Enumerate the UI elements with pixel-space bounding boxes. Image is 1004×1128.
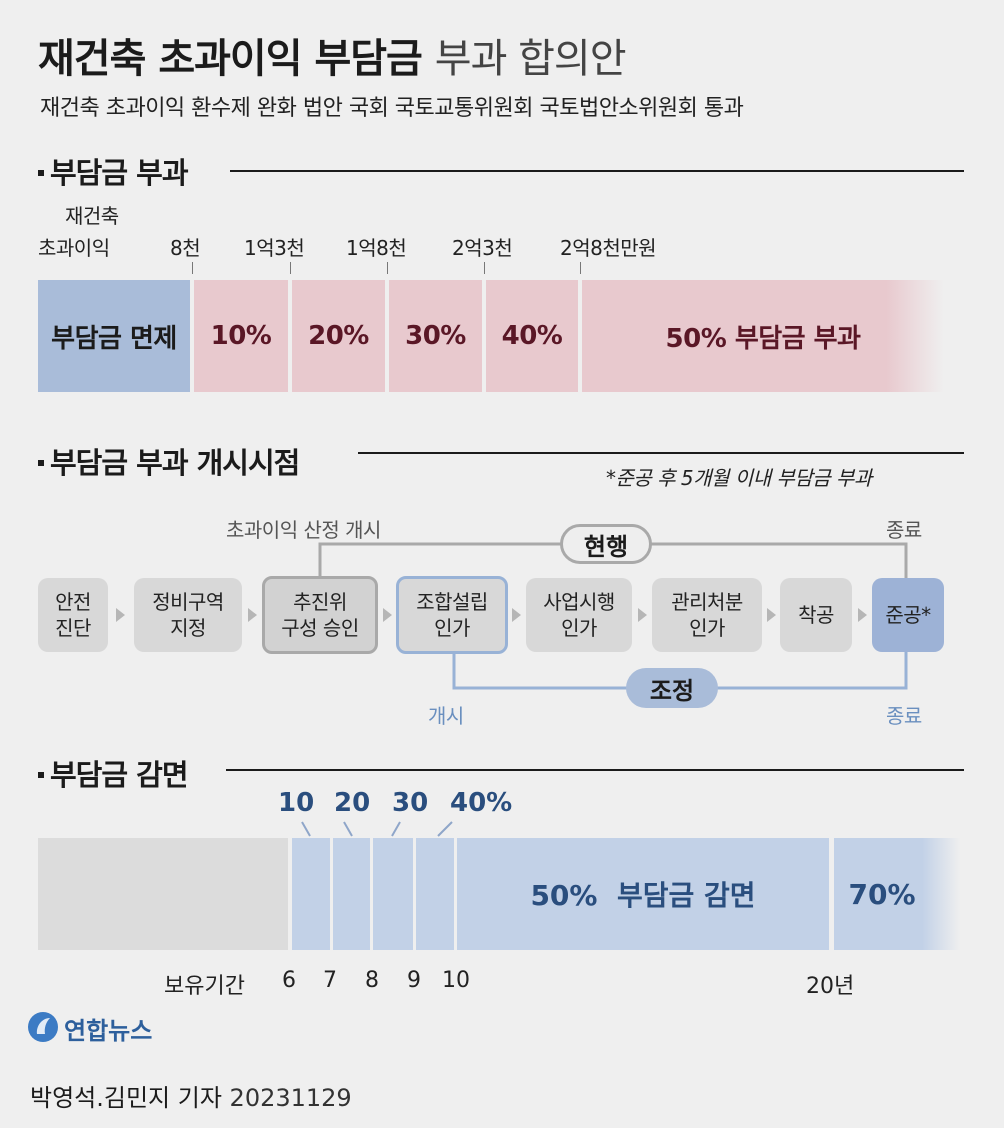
axis-tick-label: 20년 [806,974,855,999]
reduction-bar [333,838,370,950]
current-pill: 현행 [560,524,652,564]
step-box-adjusted-start: 조합설립 인가 [396,576,508,654]
adjusted-end-label: 종료 [886,704,922,728]
logo-text: 연합뉴스 [64,1017,153,1045]
logo-mark-icon [36,1018,50,1034]
reduction-top-label: 40% [450,788,513,818]
reduction-bar-70: 70% [834,838,960,950]
axis-tick-label: 10 [442,968,470,993]
threshold-tick [192,262,193,274]
section-rule [226,769,964,771]
credit-date: 20231129 [229,1084,352,1112]
axis-tick-label: 6 [282,968,296,993]
axis-tick-label: 8 [365,968,379,993]
title-thin: 부과 합의안 [434,36,627,82]
threshold-label: 1억3천 [244,236,305,260]
rate-bar: 40% [486,280,578,392]
current-start-label: 초과이익 산정 개시 [226,518,381,542]
reduction-bar [373,838,413,950]
leader-line [437,821,453,837]
current-end-label: 종료 [886,518,922,542]
threshold-tick [387,262,388,274]
threshold-tick [580,262,581,274]
page-subtitle: 재건축 초과이익 환수제 완화 법안 국회 국토교통위원회 국토법안소위원회 통… [40,96,744,121]
arrow-right-icon [858,608,867,622]
threshold-label: 1억8천 [346,236,407,260]
step-box: 관리처분 인가 [652,578,762,652]
rate-bar-max: 50% 부담금 부과 [582,280,944,392]
bullet-square-icon [38,170,44,176]
step-box: 정비구역 지정 [134,578,242,652]
threshold-label: 2억3천 [452,236,513,260]
arrow-right-icon [383,608,392,622]
rate-bar: 20% [292,280,385,392]
reduction-bar-50: 50% 부담금 감면 [457,838,829,950]
threshold-label: 8천 [170,236,201,260]
rate-bar: 30% [389,280,482,392]
credit-line: 박영석.김민지 기자 20231129 [30,1078,352,1113]
section-rule [358,452,964,454]
section-heading-timing: 부담금 부과 개시시점 [38,440,300,482]
reduction-top-label: 10 [278,788,315,818]
section-rule [230,170,964,172]
reduction-bar [416,838,454,950]
step-box: 착공 [780,578,852,652]
arrow-right-icon [512,608,521,622]
reduction-top-label: 30 [392,788,429,818]
arrow-right-icon [248,608,257,622]
reduction-top-label: 20 [334,788,371,818]
axis-tick-label: 9 [407,968,421,993]
leader-line [343,821,353,837]
arrow-right-icon [116,608,125,622]
adjusted-start-label: 개시 [428,704,464,728]
rate-bar: 10% [194,280,288,392]
step-box: 사업시행 인가 [526,578,632,652]
footnote: *준공 후 5개월 이내 부담금 부과 [606,466,872,490]
axis-tick-label: 7 [323,968,337,993]
bullet-square-icon [38,460,44,466]
credit-author: 박영석.김민지 기자 [30,1084,222,1112]
axis-start-label: 보유기간 [164,974,245,999]
step-box: 안전 진단 [38,578,108,652]
arrow-right-icon [767,608,776,622]
title-bold: 재건축 초과이익 부담금 [38,36,423,82]
reduction-bar [292,838,330,950]
threshold-tick [484,262,485,274]
section-heading-reduction: 부담금 감면 [38,752,188,794]
page-title: 재건축 초과이익 부담금 부과 합의안 [38,26,627,84]
exempt-bar: 부담금 면제 [38,280,190,392]
axis-label-line1: 재건축 [65,204,119,228]
threshold-label: 2억8천만원 [560,236,657,260]
bullet-square-icon [38,772,44,778]
step-box-completion: 준공* [872,578,944,652]
arrow-right-icon [638,608,647,622]
yonhap-logo-icon [28,1012,58,1042]
adjusted-pill: 조정 [626,668,718,708]
threshold-tick [290,262,291,274]
step-box-current-start: 추진위 구성 승인 [262,576,378,654]
axis-label-line2: 초과이익 [38,236,110,260]
section-heading-levy: 부담금 부과 [38,150,188,192]
no-reduction-bar [38,838,288,950]
leader-line [391,821,401,837]
leader-line [301,821,311,837]
